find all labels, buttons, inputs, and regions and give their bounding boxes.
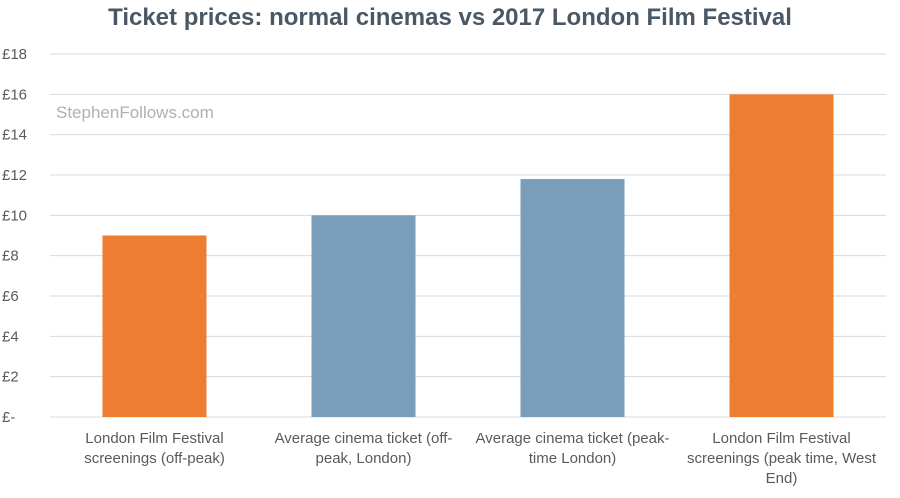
x-category-label: London Film Festival	[85, 430, 223, 447]
y-tick-label: £-	[2, 409, 15, 426]
bar	[311, 215, 416, 417]
y-tick-label: £10	[2, 207, 27, 224]
x-category-label: Average cinema ticket (peak-	[476, 430, 670, 447]
x-category-label: time London)	[529, 450, 617, 467]
x-category-label: screenings (peak time, West	[687, 450, 877, 467]
x-category-label: London Film Festival	[712, 430, 850, 447]
bar	[102, 235, 207, 417]
x-category-label: peak, London)	[316, 450, 412, 467]
x-category-label: screenings (off-peak)	[84, 450, 225, 467]
bar	[520, 179, 625, 417]
x-category-label: Average cinema ticket (off-	[275, 430, 453, 447]
x-category-label: End)	[766, 470, 798, 487]
chart-title: Ticket prices: normal cinemas vs 2017 Lo…	[108, 4, 792, 31]
y-tick-label: £4	[2, 328, 19, 345]
y-tick-label: £14	[2, 127, 27, 144]
y-tick-label: £2	[2, 369, 19, 386]
y-tick-label: £8	[2, 248, 19, 265]
y-tick-label: £6	[2, 288, 19, 305]
bar	[729, 94, 834, 417]
y-tick-label: £16	[2, 86, 27, 103]
watermark: StephenFollows.com	[56, 103, 214, 122]
y-tick-label: £12	[2, 167, 27, 184]
y-tick-label: £18	[2, 46, 27, 63]
